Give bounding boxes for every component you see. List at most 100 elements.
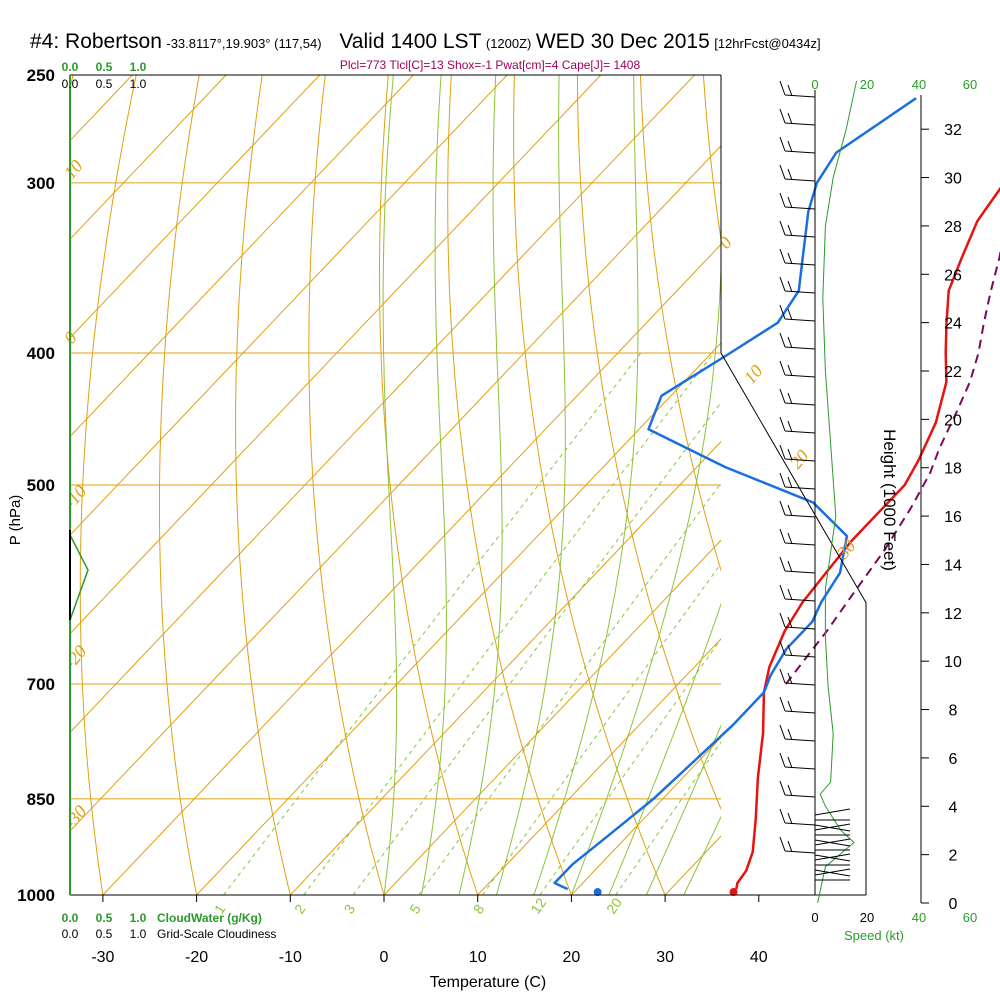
- parcel-line: [785, 248, 1000, 685]
- wind-barb-icon: [779, 220, 816, 238]
- wind-barb-icon: [779, 276, 816, 294]
- moist-adiabat: [645, 724, 721, 895]
- moist-adiabat: [458, 75, 503, 895]
- speed-tick-top: 0: [811, 77, 818, 92]
- height-tick-label: 22: [944, 364, 962, 381]
- dry-adiabat: [447, 75, 572, 895]
- wind-barb-icon: [779, 528, 816, 546]
- isotherm-line: [759, 75, 1000, 895]
- mixing-ratio-label: 20: [603, 895, 625, 917]
- speed-tick-bottom: 20: [860, 910, 874, 925]
- wind-barb-icon: [779, 724, 816, 742]
- height-tick-label: 20: [944, 412, 962, 429]
- wind-barb-icon: [779, 360, 816, 378]
- zulu-time: (1200Z): [485, 36, 532, 51]
- cloudiness-tick-bottom: 0.0: [62, 927, 79, 941]
- dry-adiabat: [827, 51, 1000, 895]
- p-tick-label: 400: [27, 344, 55, 363]
- height-tick-label: 12: [944, 606, 962, 623]
- wind-barb-icon: [779, 752, 816, 770]
- wind-barb-icon: [779, 808, 816, 826]
- moist-adiabat: [608, 602, 721, 895]
- p-tick-label: 500: [27, 476, 55, 495]
- wind-barb-icon: [814, 823, 851, 831]
- wind-barb-icon: [779, 444, 816, 462]
- wind-barb-icon: [779, 836, 816, 854]
- dry-adiabat: [159, 75, 200, 895]
- speed-axis-label: Speed (kt): [844, 928, 904, 943]
- wind-barb-icon: [814, 824, 851, 832]
- wind-barb-icon: [779, 304, 816, 322]
- height-tick-label: 6: [949, 751, 958, 768]
- dry-adiabat: [639, 75, 721, 572]
- speed-tick-top: 60: [963, 77, 977, 92]
- valid-time: Valid 1400 LST: [339, 30, 482, 53]
- wind-barb-icon: [779, 584, 816, 602]
- height-tick-label: 32: [944, 122, 962, 139]
- isotherm-line: [383, 539, 721, 895]
- wind-barb-icon: [814, 868, 851, 876]
- cloudiness-tick-bottom: 0.5: [96, 927, 113, 941]
- wind-speed-profile: [817, 80, 858, 904]
- cloudwater-profile: [69, 534, 89, 621]
- height-tick-label: 30: [944, 171, 962, 188]
- isotherm-line: [571, 736, 721, 895]
- wind-barb-icon: [779, 472, 816, 490]
- wind-barb-icon: [779, 248, 816, 266]
- p-tick-label: 300: [27, 174, 55, 193]
- x-tick-label: 20: [563, 949, 581, 966]
- forecast-info: [12hrFcst@0434z]: [714, 36, 821, 51]
- cloudwater-tick-bottom: 0.5: [96, 911, 113, 925]
- x-axis-label: Temperature (C): [430, 974, 546, 991]
- temperature-line: [735, 186, 1000, 890]
- cloudwater-tick-bottom: 0.0: [62, 911, 79, 925]
- x-tick-label: 30: [656, 949, 674, 966]
- moist-adiabat: [533, 75, 639, 895]
- wind-barb-icon: [814, 854, 851, 862]
- wind-barb-icon: [814, 838, 851, 846]
- mixing-ratio-line: [615, 741, 721, 895]
- height-tick-label: 4: [949, 799, 958, 816]
- height-axis-label: Height (1000 Feet): [880, 429, 899, 571]
- speed-tick-top: 40: [912, 77, 926, 92]
- chart-title: #4: Robertson -33.8117°,19.903° (117,54)…: [30, 30, 821, 54]
- wind-barb-icon: [779, 164, 816, 182]
- speed-tick-bottom: 60: [963, 910, 977, 925]
- mixing-ratio-label: 8: [470, 901, 488, 917]
- wind-barb-icon: [779, 388, 816, 406]
- temperature-marker: [729, 888, 738, 897]
- moist-adiabat: [570, 75, 721, 895]
- mixing-ratio-label: 5: [406, 901, 424, 917]
- wind-barb-icon: [779, 136, 816, 154]
- cloudiness-tick-bottom: 1.0: [130, 927, 147, 941]
- station-name: #4: Robertson: [30, 30, 162, 53]
- height-tick-label: 14: [944, 557, 962, 574]
- isotherm-line: [70, 75, 414, 438]
- isotherm-line: [477, 638, 721, 895]
- wind-barb-icon: [779, 556, 816, 574]
- height-tick-label: 2: [949, 848, 958, 865]
- wind-barb-icon: [814, 853, 851, 861]
- p-tick-label: 850: [27, 790, 55, 809]
- speed-tick-bottom: 0: [811, 910, 818, 925]
- mixing-ratio-label: 12: [527, 895, 549, 917]
- moist-adiabat: [495, 75, 566, 895]
- speed-tick-top: 20: [860, 77, 874, 92]
- frame-right-slant: [720, 352, 867, 895]
- moist-adiabat: [421, 75, 447, 895]
- wind-barb-icon: [779, 612, 816, 630]
- x-tick-label: -10: [279, 949, 302, 966]
- wind-barb-icon: [779, 80, 816, 98]
- height-tick-label: 16: [944, 509, 962, 526]
- height-tick-label: 8: [949, 703, 958, 720]
- cloudwater-tick-bottom: 1.0: [130, 911, 147, 925]
- height-tick-label: 0: [949, 896, 958, 913]
- cloudwater-tick-top: 1.0: [130, 60, 147, 74]
- cloudwater-axis-label: CloudWater (g/Kg): [157, 911, 262, 925]
- cloudiness-axis-label: Grid-Scale Cloudiness: [157, 927, 276, 941]
- dry-adiabat: [79, 75, 137, 895]
- cloudwater-tick-top: 0.0: [62, 60, 79, 74]
- parcel-parameters: Plcl=773 Tlcl[C]=13 Shox=-1 Pwat[cm]=4 C…: [339, 58, 641, 72]
- wind-barb-icon: [779, 780, 816, 798]
